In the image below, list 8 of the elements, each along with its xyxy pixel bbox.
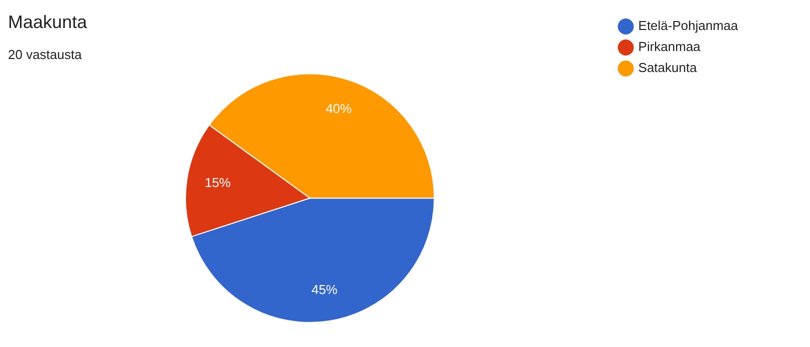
legend-label: Pirkanmaa	[638, 39, 702, 54]
data-label: 15%	[204, 175, 232, 190]
legend-label: Etelä-Pohjanmaa	[638, 18, 739, 34]
chart-title: Maakunta	[8, 12, 88, 32]
legend-label: Satakunta	[638, 60, 698, 76]
data-label: 45%	[311, 282, 338, 297]
data-label: 40%	[326, 100, 352, 116]
text: 20 vastausta	[8, 46, 82, 62]
